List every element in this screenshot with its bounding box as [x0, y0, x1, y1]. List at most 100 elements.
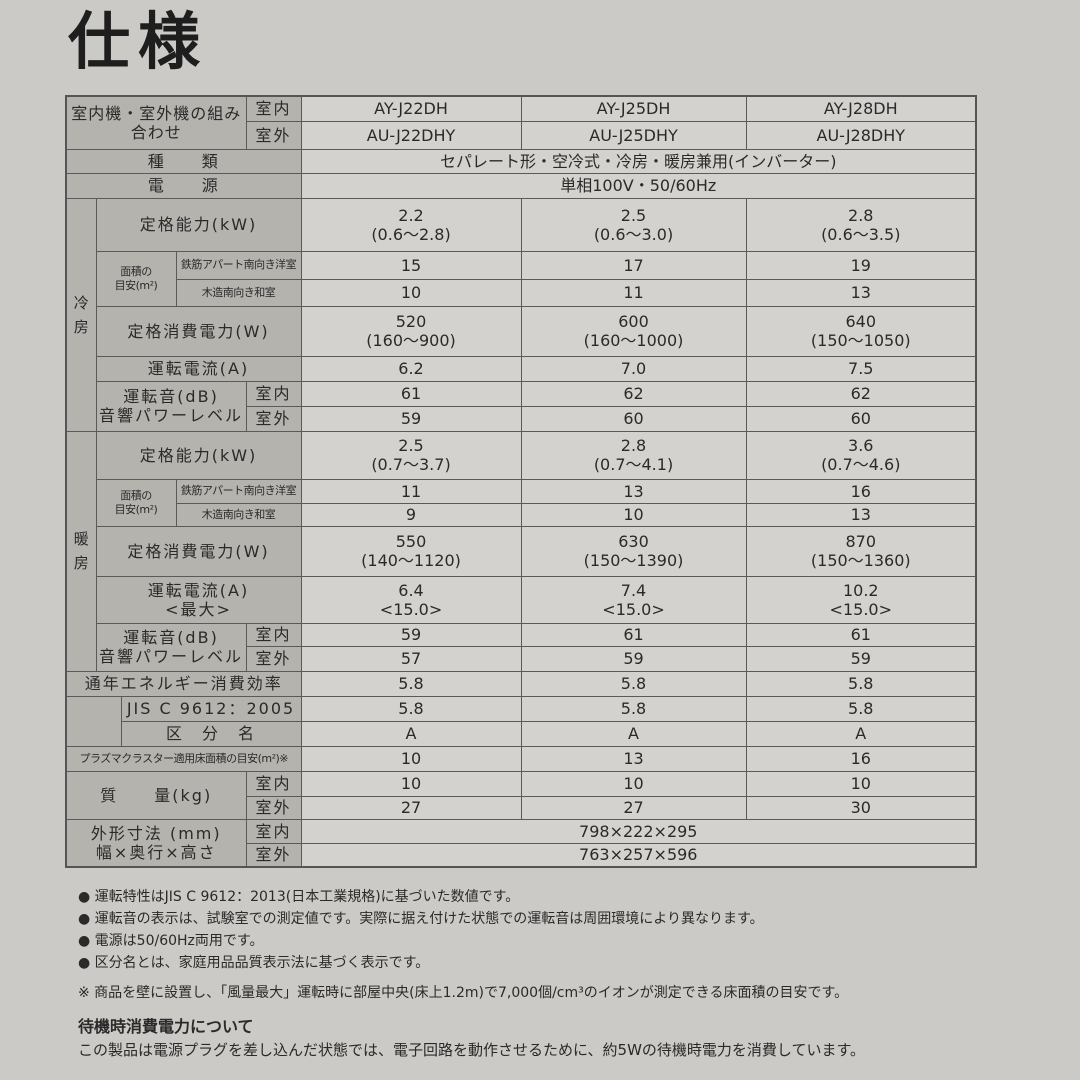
- value-cell: 11: [520, 278, 747, 307]
- value-cell: 2.8 (0.7〜4.1): [520, 430, 747, 480]
- table-row: 室外 57 59 59: [66, 645, 977, 672]
- value-cell: 59: [300, 405, 522, 432]
- power-label: 電 源: [65, 172, 302, 199]
- value-cell: 7.5: [745, 355, 977, 382]
- value-cell: 5.8: [745, 670, 977, 697]
- value-cell: 61: [520, 622, 747, 647]
- table-row: 通年エネルギー消費効率 5.8 5.8 5.8: [65, 670, 977, 697]
- indoor-label: 室内: [245, 380, 302, 407]
- indoor-label: 室内: [245, 622, 302, 647]
- indoor-label: 室内: [245, 770, 302, 797]
- model-cell: AY-J22DH: [300, 95, 522, 122]
- value-cell: 3.6 (0.7〜4.6): [745, 430, 977, 480]
- value-cell: 2.8 (0.6〜3.5): [745, 197, 977, 252]
- table-row: 木造南向き和室 10 11 13: [66, 278, 977, 307]
- model-cell: AU-J22DHY: [300, 120, 522, 150]
- sound-label: 運転音(dB) 音響パワーレベル: [95, 622, 247, 672]
- note: ● 運転音の表示は、試験室での測定値です。実際に据え付けた状態での運転音は周囲環…: [78, 911, 764, 927]
- model-cell: AU-J25DHY: [520, 120, 747, 150]
- table-row: 定格消費電力(W) 520 (160〜900) 600 (160〜1000) 640 …: [66, 305, 977, 357]
- value-cell: 5.8: [520, 670, 747, 697]
- indoor-label: 室内: [245, 95, 302, 122]
- value-cell: 27: [520, 795, 747, 820]
- blank-cell: [65, 695, 122, 747]
- value-cell: 11: [300, 478, 522, 504]
- value-cell: 5.8: [300, 670, 522, 697]
- value-cell: 62: [520, 380, 747, 407]
- rc-room-label: 鉄筋アパート南向き洋室: [175, 250, 302, 280]
- capacity-label: 定格能力(kW): [95, 197, 302, 252]
- outdoor-label: 室外: [245, 842, 302, 868]
- wood-room-label: 木造南向き和室: [175, 278, 302, 307]
- dimensions-label: 外形寸法 (mm) 幅×奥行×高さ: [65, 818, 247, 868]
- value-cell: 59: [520, 645, 747, 672]
- model-cell: AY-J28DH: [745, 95, 977, 122]
- value-cell: 600 (160〜1000): [520, 305, 747, 357]
- value-cell: 13: [745, 278, 977, 307]
- consumption-label: 定格消費電力(W): [95, 305, 302, 357]
- notes: ● 運転特性はJIS C 9612：2013(日本工業規格)に基づいた数値です。…: [78, 886, 1065, 974]
- value-cell: 550 (140〜1120): [300, 525, 522, 577]
- cooling-section-label: 冷 房: [65, 197, 97, 432]
- content: 室内機・室外機の組み合わせ 室内 AY-J22DH AY-J25DH AY-J28DH 室…: [65, 95, 1065, 1060]
- jis-label: JIS C 9612：2005: [120, 695, 302, 722]
- value-cell: 10: [520, 502, 747, 527]
- value-cell: 5.8: [520, 695, 747, 722]
- value-cell: 2.5 (0.7〜3.7): [300, 430, 522, 480]
- table-row: 外形寸法 (mm) 幅×奥行×高さ 室内 798×222×295: [65, 818, 977, 868]
- value-cell: 13: [520, 745, 747, 772]
- value-cell: 5.8: [745, 695, 977, 722]
- value-cell: 2.5 (0.6〜3.0): [520, 197, 747, 252]
- value-cell: 10: [300, 278, 522, 307]
- value-cell: 27: [300, 795, 522, 820]
- value-cell: 10: [300, 745, 522, 772]
- value-cell: A: [745, 720, 977, 747]
- value-cell: 2.2 (0.6〜2.8): [300, 197, 522, 252]
- value-cell: 6.4 <15.0>: [300, 575, 522, 624]
- value-cell: 59: [300, 622, 522, 647]
- value-cell: 6.2: [300, 355, 522, 382]
- class-label: 区 分 名: [120, 720, 302, 747]
- wood-room-label: 木造南向き和室: [175, 502, 302, 527]
- model-cell: AU-J28DHY: [745, 120, 977, 150]
- outdoor-label: 室外: [245, 405, 302, 432]
- sound-label: 運転音(dB) 音響パワーレベル: [95, 380, 247, 432]
- value-cell: 57: [300, 645, 522, 672]
- type-value: セパレート形・空冷式・冷房・暖房兼用(インバーター): [300, 148, 977, 174]
- value-cell: 19: [745, 250, 977, 280]
- value-cell: 10.2 <15.0>: [745, 575, 977, 624]
- current-label: 運転電流(A) <最大>: [95, 575, 302, 624]
- value-cell: 630 (150〜1390): [520, 525, 747, 577]
- table-row: 室外 27 27 30: [66, 795, 977, 820]
- consumption-label: 定格消費電力(W): [95, 525, 302, 577]
- weight-label: 質 量(kg): [65, 770, 247, 820]
- table-row: 種 類セパレート形・空冷式・冷房・暖房兼用(インバーター): [65, 148, 977, 174]
- value-cell: 17: [520, 250, 747, 280]
- indoor-label: 室内: [245, 818, 302, 844]
- table-row: 冷 房定格能力(kW) 2.2 (0.6〜2.8) 2.5 (0.6〜3.0) 2.8…: [65, 197, 977, 432]
- value-cell: 16: [745, 478, 977, 504]
- dimensions-outdoor-value: 763×257×596: [300, 842, 977, 868]
- outdoor-label: 室外: [245, 795, 302, 820]
- value-cell: 640 (150〜1050): [745, 305, 977, 357]
- value-cell: 10: [300, 770, 522, 797]
- page-title: 仕様: [68, 5, 209, 78]
- table-row: 定格消費電力(W) 550 (140〜1120) 630 (150〜1390) 870…: [66, 525, 977, 577]
- table-row: 運転電流(A) 6.2 7.0 7.5: [66, 355, 977, 382]
- rc-room-label: 鉄筋アパート南向き洋室: [175, 478, 302, 504]
- type-label: 種 類: [65, 148, 302, 174]
- table-row: 運転電流(A) <最大> 6.4 <15.0> 7.4 <15.0> 10.2 <15…: [66, 575, 977, 624]
- value-cell: 15: [300, 250, 522, 280]
- area-label: 面積の 目安(m²): [95, 250, 177, 307]
- outdoor-label: 室外: [245, 645, 302, 672]
- table-row: 電 源単相100V・50/60Hz: [65, 172, 977, 199]
- value-cell: A: [520, 720, 747, 747]
- model-cell: AY-J25DH: [520, 95, 747, 122]
- table-row: 室外 59 60 60: [66, 405, 977, 432]
- table-row: 暖 房定格能力(kW) 2.5 (0.7〜3.7) 2.8 (0.7〜4.1) 3.6…: [65, 430, 977, 672]
- spec-table: 室内機・室外機の組み合わせ 室内 AY-J22DH AY-J25DH AY-J28DH 室…: [65, 95, 978, 868]
- value-cell: 61: [745, 622, 977, 647]
- outdoor-label: 室外: [245, 120, 302, 150]
- value-cell: 7.0: [520, 355, 747, 382]
- table-row: 木造南向き和室 9 10 13: [66, 502, 977, 527]
